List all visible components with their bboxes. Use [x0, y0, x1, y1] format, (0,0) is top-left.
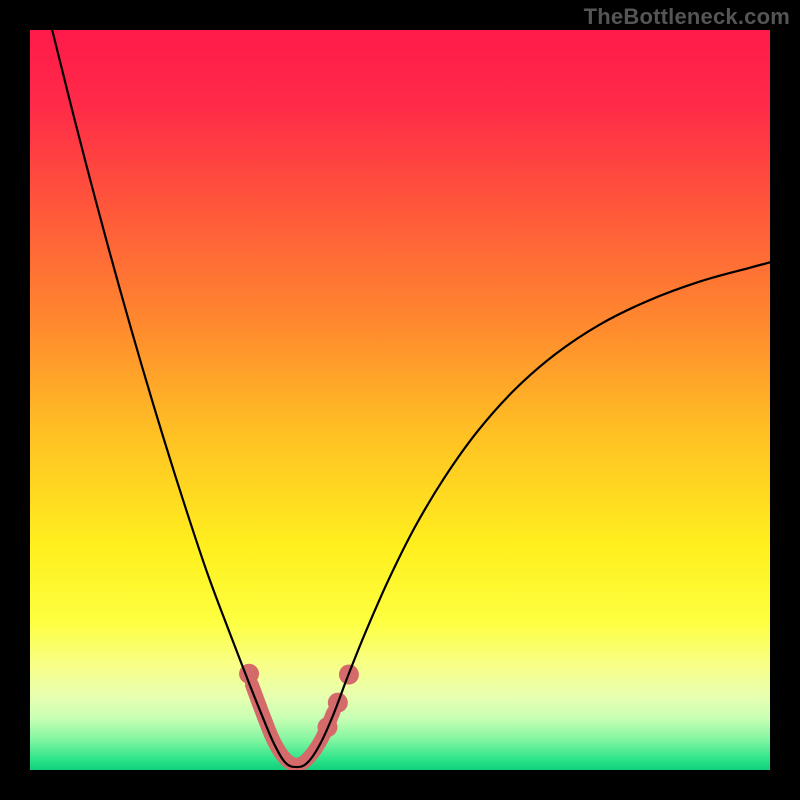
chart-stage: TheBottleneck.com: [0, 0, 800, 800]
gradient-plot-area: [30, 30, 770, 770]
bottleneck-chart-svg: [0, 0, 800, 800]
